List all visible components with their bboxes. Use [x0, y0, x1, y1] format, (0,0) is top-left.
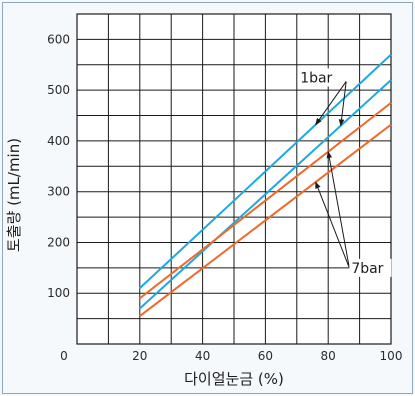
y-tick-label: 100: [47, 286, 70, 300]
y-tick-label: 300: [47, 185, 70, 199]
x-tick-label: 0: [60, 349, 68, 363]
y-tick-label: 600: [47, 32, 70, 46]
annotation-background: [349, 258, 392, 277]
y-axis-label: 토출량 (mL/min): [5, 138, 23, 252]
x-tick-label: 80: [321, 349, 336, 363]
annotation-leader: [338, 81, 347, 127]
gridlines: [77, 14, 391, 344]
series-line-1: [139, 53, 392, 289]
annotation-label: 1bar: [300, 70, 332, 86]
annotations: 1bar 7bar: [298, 68, 392, 277]
x-tick-label: 60: [258, 349, 273, 363]
series-lines: [139, 53, 392, 317]
x-axis-label: 다이얼눈금 (%): [184, 370, 284, 388]
annotation-leader: [326, 151, 350, 268]
y-tick-label: 200: [47, 235, 70, 249]
y-tick-label: 400: [47, 134, 70, 148]
series-line-4: [139, 123, 392, 317]
series-line-2: [139, 79, 392, 310]
x-tick-label: 100: [380, 349, 403, 363]
annotation-background: [298, 68, 341, 87]
annotation-leader: [315, 81, 347, 126]
tick-labels: 0 20 40 60 80 100 100 200 300 400 500 600: [47, 32, 402, 363]
y-tick-label: 500: [47, 83, 70, 97]
annotation-label: 7bar: [351, 261, 383, 277]
series-line-3: [139, 102, 392, 300]
x-tick-label: 40: [195, 349, 210, 363]
x-tick-label: 20: [132, 349, 147, 363]
annotation-leader: [315, 181, 350, 269]
